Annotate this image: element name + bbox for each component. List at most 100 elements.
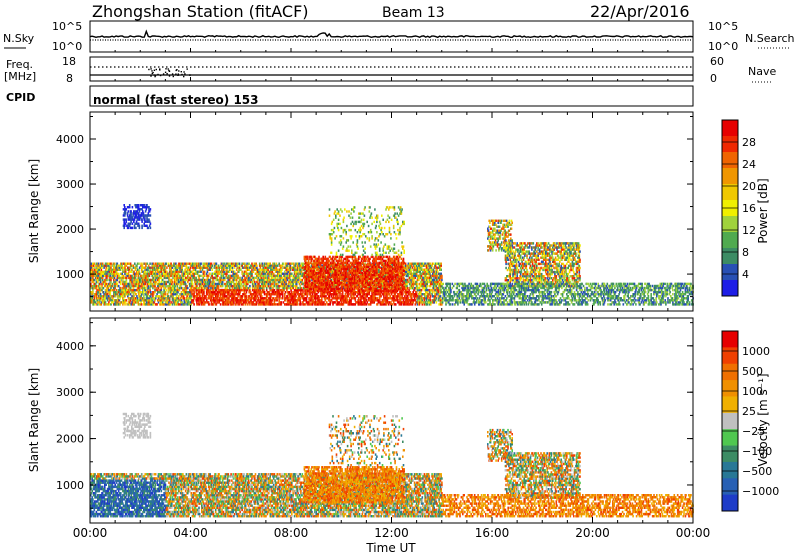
power-cell — [228, 289, 230, 291]
power-cell — [289, 287, 291, 289]
power-cell — [265, 285, 267, 287]
power-cell — [184, 263, 186, 265]
power-cell — [94, 279, 96, 281]
power-cell — [96, 285, 98, 287]
power-cell — [128, 263, 130, 265]
power-cell — [302, 275, 304, 277]
power-cell — [213, 273, 215, 275]
nave-point — [160, 75, 161, 76]
power-cell — [227, 285, 229, 287]
power-cell — [235, 283, 237, 285]
power-cell — [209, 291, 211, 293]
power-cell — [366, 295, 368, 297]
power-cell — [105, 303, 107, 305]
power-cell — [168, 291, 170, 293]
power-cell — [116, 289, 118, 291]
power-cell — [161, 283, 163, 285]
power-cell — [110, 277, 112, 279]
power-cell — [241, 295, 243, 297]
nave-point — [163, 73, 164, 74]
power-cell — [291, 291, 293, 293]
power-cell — [231, 275, 233, 277]
power-cell — [213, 301, 215, 303]
power-cell — [282, 277, 284, 279]
power-cell — [240, 285, 242, 287]
power-cell — [126, 263, 128, 265]
power-cell — [114, 275, 116, 277]
power-cell — [145, 263, 147, 265]
freq-tick-bottom: 8 — [66, 72, 73, 85]
power-cell — [275, 297, 277, 299]
power-cell — [158, 269, 160, 271]
power-cell — [220, 303, 222, 305]
power-cell — [283, 301, 285, 303]
power-cell — [154, 301, 156, 303]
power-cell — [137, 269, 139, 271]
power-cell — [265, 273, 267, 275]
power-cell — [193, 269, 195, 271]
power-cell — [229, 285, 231, 287]
power-cell — [209, 269, 211, 271]
power-cell — [166, 285, 168, 287]
power-cell — [271, 275, 273, 277]
power-cell — [111, 263, 113, 265]
power-cell — [218, 285, 220, 287]
power-cell — [131, 269, 133, 271]
freq-strip: Freq. [MHz] 18 8 60 0 Nave — [4, 55, 776, 85]
power-cell — [285, 297, 287, 299]
power-cell — [168, 285, 170, 287]
power-cell — [237, 267, 239, 269]
power-cell — [148, 291, 150, 293]
power-cell — [114, 295, 116, 297]
power-cell — [134, 273, 136, 275]
power-cell — [133, 285, 135, 287]
power-cell — [102, 275, 104, 277]
power-cell — [208, 275, 210, 277]
power-cell — [129, 271, 131, 273]
power-cell — [122, 301, 124, 303]
power-cell — [105, 285, 107, 287]
power-cell — [161, 301, 163, 303]
power-cell — [129, 301, 131, 303]
power-cell — [133, 279, 135, 281]
power-cell — [330, 293, 332, 295]
nave-point — [156, 69, 157, 70]
power-cell — [281, 269, 283, 271]
power-cell — [166, 267, 168, 269]
freq-tick-top: 18 — [62, 55, 76, 68]
power-cell — [252, 295, 254, 297]
power-cell — [224, 269, 226, 271]
power-cell — [306, 295, 308, 297]
power-cell — [295, 295, 297, 297]
power-cell — [208, 279, 210, 281]
power-cell — [211, 295, 213, 297]
power-cell — [288, 263, 290, 265]
power-cell — [276, 295, 278, 297]
power-cell — [366, 301, 368, 303]
nave-point — [175, 73, 176, 74]
power-cell — [114, 263, 116, 265]
power-cell — [180, 279, 182, 281]
power-cell — [131, 291, 133, 293]
power-cell — [231, 295, 233, 297]
power-cell — [199, 275, 201, 277]
power-cell — [302, 283, 304, 285]
power-cell — [192, 279, 194, 281]
power-cell — [123, 285, 125, 287]
nave-point — [168, 70, 169, 71]
power-cell — [165, 281, 167, 283]
power-cell — [186, 291, 188, 293]
power-cell — [368, 303, 370, 305]
power-cell — [156, 303, 158, 305]
power-cell — [378, 299, 380, 301]
power-cell — [251, 293, 253, 295]
power-cell — [135, 275, 137, 277]
power-cell — [195, 269, 197, 271]
power-cell — [134, 263, 136, 265]
power-cell — [228, 295, 230, 297]
power-cell — [187, 269, 189, 271]
power-cell — [98, 269, 100, 271]
power-cell — [219, 289, 221, 291]
power-cell — [138, 279, 140, 281]
